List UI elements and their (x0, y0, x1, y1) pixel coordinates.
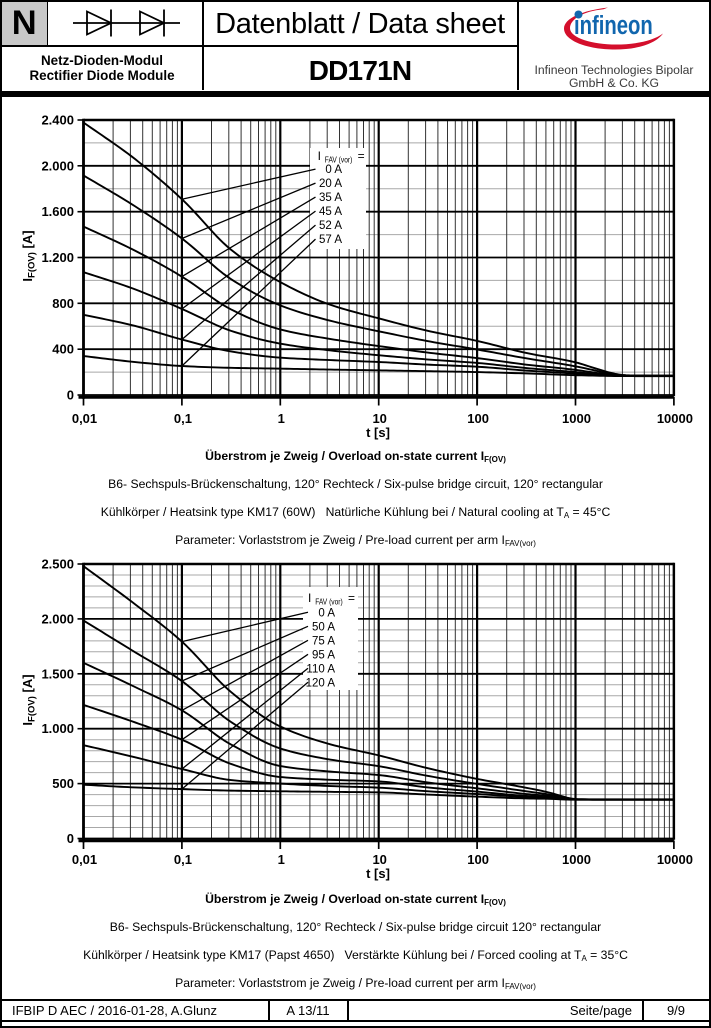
svg-text:FAV (vor): FAV (vor) (325, 156, 353, 165)
svg-text:52 A: 52 A (319, 220, 342, 232)
svg-text:1.600: 1.600 (41, 204, 74, 219)
svg-text:75 A: 75 A (312, 635, 335, 647)
svg-text:110 A: 110 A (306, 663, 335, 675)
svg-text:1: 1 (278, 411, 285, 426)
svg-text:=: = (358, 149, 365, 163)
svg-text:57 A: 57 A (319, 234, 342, 246)
svg-text:=: = (348, 591, 355, 605)
svg-text:1000: 1000 (562, 852, 591, 867)
svg-text:0,01: 0,01 (72, 852, 97, 867)
svg-text:I: I (308, 591, 311, 605)
svg-text:10: 10 (372, 411, 386, 426)
svg-text:20 A: 20 A (319, 178, 342, 190)
svg-text:100: 100 (467, 852, 489, 867)
svg-text:1.200: 1.200 (41, 250, 74, 265)
svg-text:t [s]: t [s] (366, 425, 390, 440)
svg-text:120 A: 120 A (306, 677, 336, 689)
svg-text:1: 1 (278, 852, 285, 867)
svg-text:2.500: 2.500 (41, 557, 74, 572)
svg-text:50 A: 50 A (312, 621, 335, 633)
svg-text:infineon: infineon (574, 11, 653, 40)
svg-text:2.400: 2.400 (41, 113, 74, 128)
svg-text:35 A: 35 A (319, 192, 342, 204)
svg-text:FAV (vor): FAV (vor) (315, 598, 343, 607)
svg-text:0,1: 0,1 (174, 411, 192, 426)
svg-text:0,1: 0,1 (174, 852, 192, 867)
svg-text:10000: 10000 (657, 852, 693, 867)
svg-text:t [s]: t [s] (366, 866, 390, 881)
svg-text:500: 500 (52, 776, 74, 791)
svg-text:10: 10 (372, 852, 386, 867)
svg-text:1000: 1000 (562, 411, 591, 426)
svg-text:45 A: 45 A (319, 206, 342, 218)
svg-text:0: 0 (67, 831, 74, 846)
svg-text:2.000: 2.000 (41, 158, 74, 173)
svg-text:0 A: 0 A (318, 607, 335, 619)
svg-text:0,01: 0,01 (72, 411, 97, 426)
svg-text:IF(OV) [A]: IF(OV) [A] (20, 230, 38, 281)
svg-text:I: I (318, 149, 321, 163)
svg-text:10000: 10000 (657, 411, 693, 426)
svg-text:IF(OV) [A]: IF(OV) [A] (20, 674, 38, 725)
svg-text:1.000: 1.000 (41, 721, 74, 736)
svg-text:2.000: 2.000 (41, 611, 74, 626)
svg-text:1.500: 1.500 (41, 666, 74, 681)
svg-text:0 A: 0 A (325, 164, 342, 176)
svg-text:400: 400 (52, 342, 74, 357)
svg-text:100: 100 (467, 411, 489, 426)
svg-text:800: 800 (52, 296, 74, 311)
svg-text:95 A: 95 A (312, 649, 335, 661)
svg-text:0: 0 (67, 388, 74, 403)
